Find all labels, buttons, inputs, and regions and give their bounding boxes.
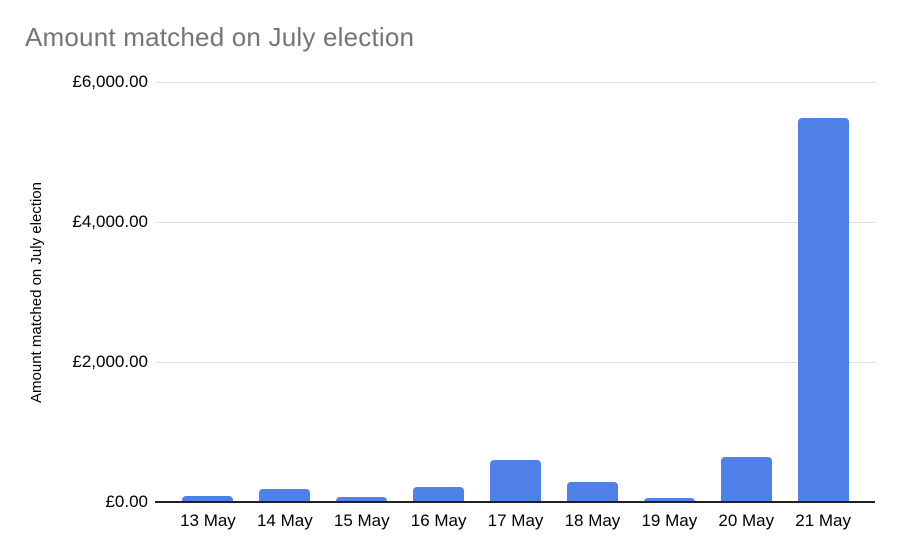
y-tick-label: £0.00 <box>105 492 148 511</box>
bar[interactable] <box>797 118 849 502</box>
y-tick-label: £2,000.00 <box>72 352 148 371</box>
x-axis-line <box>155 501 875 503</box>
x-tick-label: 20 May <box>718 511 775 530</box>
bar[interactable] <box>490 460 542 502</box>
bar[interactable] <box>643 498 695 502</box>
x-tick-label: 19 May <box>641 511 698 530</box>
x-tick-label: 18 May <box>564 511 621 530</box>
gridline <box>155 362 875 363</box>
x-tick-label: 13 May <box>180 511 236 530</box>
x-tick-label: 14 May <box>256 511 313 530</box>
bar[interactable] <box>336 497 388 502</box>
x-tick-label: 17 May <box>487 511 544 530</box>
x-tick-label: 15 May <box>333 511 390 530</box>
bar[interactable] <box>566 482 618 502</box>
y-tick-label: £6,000.00 <box>72 72 148 91</box>
bar[interactable] <box>720 456 772 502</box>
x-tick-label: 16 May <box>410 511 467 530</box>
y-tick-label: £4,000.00 <box>72 212 148 231</box>
chart-title: Amount matched on July election <box>25 22 415 52</box>
x-tick-label: 21 May <box>795 511 852 530</box>
gridline <box>155 222 875 223</box>
gridline <box>155 82 875 83</box>
bar[interactable] <box>182 495 234 502</box>
bar[interactable] <box>413 486 465 502</box>
bar[interactable] <box>259 488 311 502</box>
